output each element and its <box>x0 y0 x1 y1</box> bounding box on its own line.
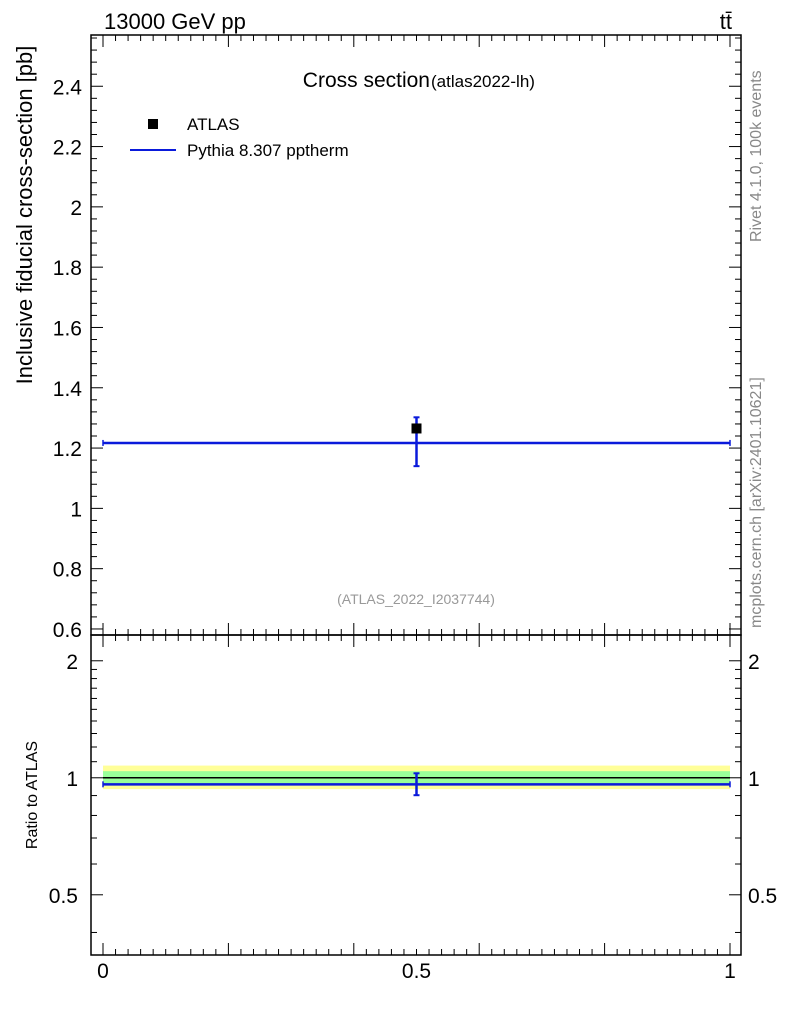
mcplots-label: mcplots.cern.ch [arXiv:2401.10621] <box>748 377 765 628</box>
legend-marker-atlas <box>148 119 158 129</box>
main-panel-ticks: 0.6 0.8 1 1.2 1.4 1.6 1.8 2 2.2 2.4 <box>53 35 741 642</box>
main-y-tick-label: 0.6 <box>53 619 82 642</box>
legend-label-atlas: ATLAS <box>187 115 240 134</box>
ratio-y-tick-label-left: 0.5 <box>49 885 78 908</box>
energy-label: 13000 GeV pp <box>104 9 246 34</box>
chart-title: Cross section <box>303 69 430 92</box>
ratio-panel-ticks: 0.5 0.5 1 1 2 2 0 0.5 1 <box>49 635 777 983</box>
x-tick-label: 0.5 <box>402 960 431 983</box>
ratio-y-axis-label: Ratio to ATLAS <box>24 741 41 849</box>
legend-label-pythia: Pythia 8.307 pptherm <box>187 141 349 160</box>
main-y-tick-label: 2.4 <box>53 76 83 99</box>
ratio-panel-series <box>102 772 731 797</box>
main-y-tick-label: 1.8 <box>53 257 82 280</box>
main-y-tick-label: 1.4 <box>53 378 83 401</box>
main-y-tick-label: 2.2 <box>53 137 82 160</box>
analysis-annotation: (ATLAS_2022_I2037744) <box>337 591 495 607</box>
main-y-tick-label: 2 <box>70 197 82 220</box>
ratio-y-tick-label-right: 2 <box>748 651 760 674</box>
ratio-y-tick-label-right: 1 <box>748 768 760 791</box>
x-tick-label: 0 <box>97 960 109 983</box>
main-panel-series <box>102 416 731 468</box>
main-y-axis-label: Inclusive fiducial cross-section [pb] <box>12 46 37 385</box>
atlas-data-point <box>411 423 422 434</box>
legend: ATLAS Pythia 8.307 pptherm <box>130 115 349 160</box>
ratio-y-tick-label-left: 1 <box>66 768 78 791</box>
main-y-tick-label: 1.6 <box>53 317 82 340</box>
chart-subtitle: (atlas2022-lh) <box>431 72 535 91</box>
ratio-y-tick-label-left: 2 <box>66 651 78 674</box>
x-tick-label: 1 <box>724 960 736 983</box>
main-y-tick-label: 1.2 <box>53 438 82 461</box>
ratio-y-tick-label-right: 0.5 <box>748 885 777 908</box>
process-label: tt̄ <box>720 9 732 34</box>
main-y-tick-label: 0.8 <box>53 559 82 582</box>
main-y-tick-label: 1 <box>70 498 82 521</box>
rivet-version-label: Rivet 4.1.0, 100k events <box>748 70 765 242</box>
